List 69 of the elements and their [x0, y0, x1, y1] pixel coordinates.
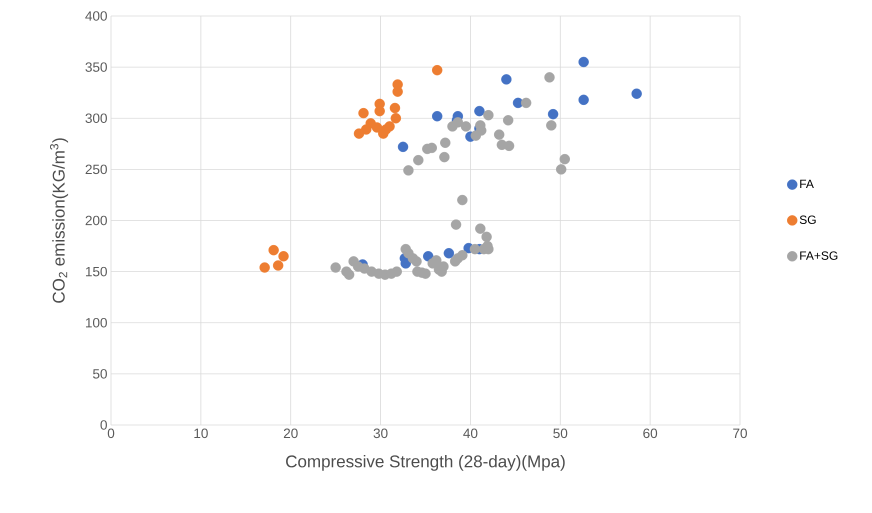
legend-label: SG — [800, 215, 816, 224]
point — [544, 72, 555, 83]
point — [398, 142, 408, 152]
point — [278, 251, 289, 262]
point — [390, 113, 402, 124]
point — [556, 164, 566, 175]
point — [411, 256, 422, 267]
y-tick-label: 100 — [86, 318, 107, 328]
x-tick-label: 60 — [643, 428, 658, 438]
point — [501, 74, 512, 85]
x-axis-title: Compressive Strength (28-day)(Mpa) — [286, 454, 565, 471]
point — [444, 248, 454, 258]
legend-label: FA+SG — [800, 251, 838, 260]
point — [502, 115, 514, 126]
y-tick-label: 250 — [86, 164, 107, 174]
y-tick-label: 300 — [85, 113, 107, 124]
x-tick-label: 70 — [733, 428, 747, 438]
point — [483, 110, 494, 120]
point — [520, 98, 532, 108]
point — [413, 154, 424, 166]
point — [546, 120, 556, 131]
point — [439, 152, 450, 162]
x-tick-label: 30 — [374, 428, 388, 438]
point — [504, 140, 514, 152]
y-tick-label: 50 — [92, 369, 107, 379]
point — [457, 194, 468, 206]
point — [431, 255, 442, 266]
x-tick-label: 10 — [194, 428, 208, 438]
y-tick-label: 350 — [85, 62, 107, 72]
point — [560, 154, 570, 164]
point — [440, 138, 450, 148]
x-tick-label: 20 — [284, 428, 298, 438]
point — [457, 250, 468, 260]
point — [494, 129, 504, 140]
point — [390, 102, 400, 114]
point — [268, 244, 279, 256]
point — [450, 219, 462, 230]
point — [330, 262, 341, 273]
point — [360, 124, 372, 135]
point — [403, 165, 414, 176]
point — [460, 121, 472, 132]
point — [432, 111, 442, 122]
point — [474, 106, 485, 116]
point — [432, 64, 442, 76]
point — [631, 88, 642, 99]
point — [452, 117, 464, 128]
point — [380, 124, 392, 135]
point — [578, 56, 589, 68]
x-tick-label: 40 — [463, 428, 478, 438]
point — [548, 108, 558, 120]
point — [344, 269, 354, 280]
x-tick-label: 50 — [553, 428, 568, 438]
point — [272, 260, 284, 271]
y-tick-label: 200 — [86, 216, 107, 226]
point — [578, 94, 589, 106]
y-tick-label: 0 — [100, 420, 107, 430]
y-tick-label: 150 — [86, 266, 107, 276]
point — [358, 108, 369, 118]
point — [481, 232, 492, 242]
point — [470, 244, 480, 254]
point — [259, 262, 270, 273]
x-tick-label: 0 — [108, 428, 114, 438]
y-tick-label: 400 — [85, 11, 107, 21]
y-axis-title: CO$_{2}$ emission(KG/m$^{3}$) — [50, 138, 68, 303]
point — [475, 223, 486, 234]
point — [392, 266, 402, 277]
point — [374, 106, 385, 116]
legend-label: FA — [800, 180, 814, 188]
point — [438, 261, 449, 272]
